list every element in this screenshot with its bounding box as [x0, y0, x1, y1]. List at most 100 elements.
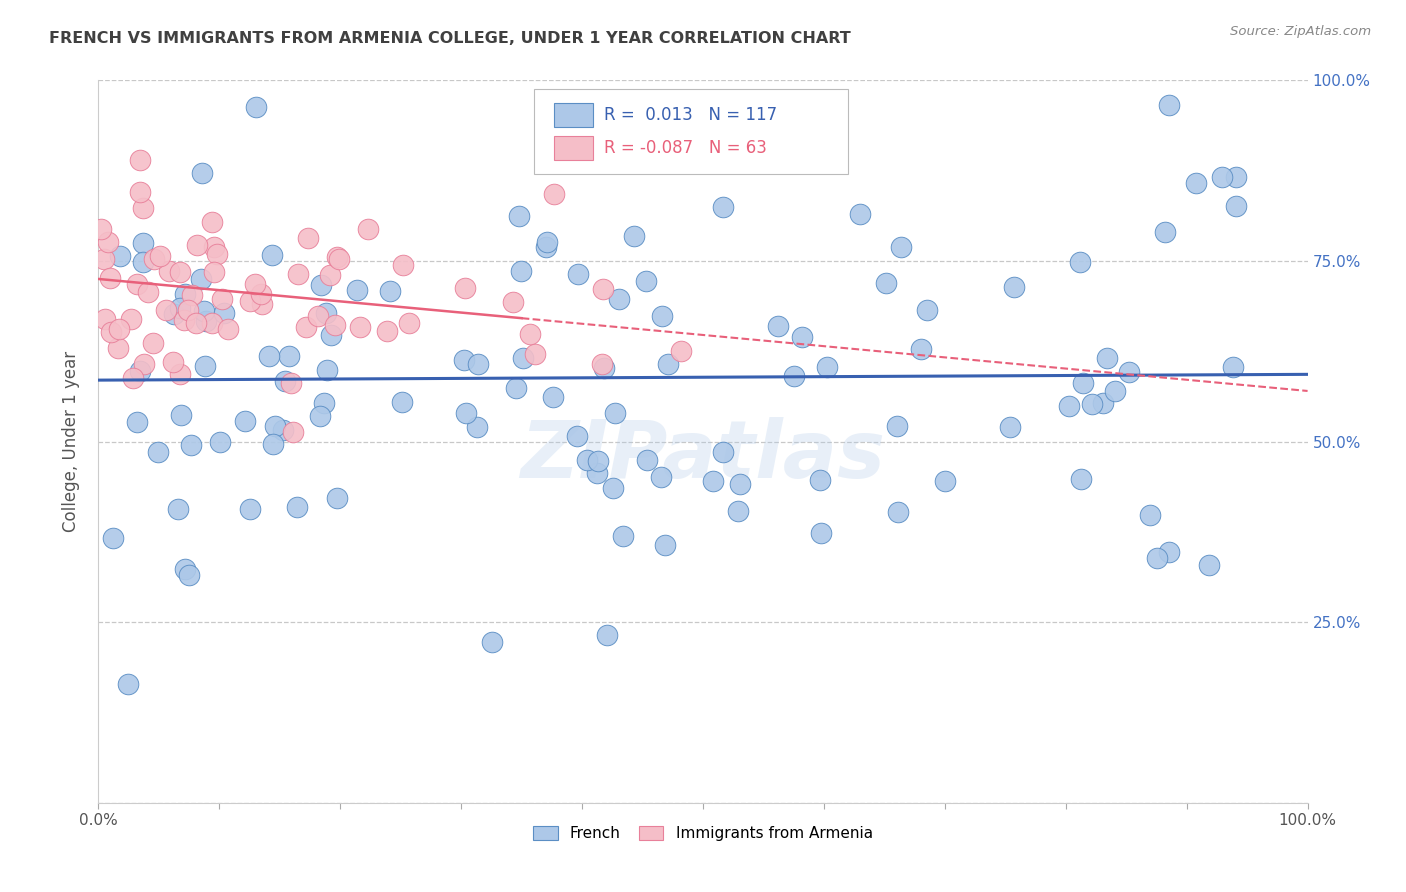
Point: [149, 249, 172, 263]
Point: [728, 477, 751, 491]
Point: [319, 327, 342, 342]
Point: [326, 491, 349, 505]
Point: [766, 319, 789, 334]
Point: [669, 344, 692, 359]
Point: [915, 302, 938, 317]
Point: [280, 376, 302, 390]
Point: [201, 215, 224, 229]
Point: [391, 258, 413, 272]
Point: [591, 357, 613, 371]
Point: [285, 500, 308, 514]
Point: [849, 207, 872, 221]
Point: [1070, 472, 1092, 486]
Point: [651, 310, 673, 324]
Point: [1146, 551, 1168, 566]
Point: [297, 231, 319, 245]
Point: [131, 255, 153, 269]
Point: [586, 467, 609, 481]
Point: [173, 313, 195, 327]
Point: [108, 248, 131, 262]
Point: [1118, 365, 1140, 379]
Point: [1225, 199, 1247, 213]
Point: [122, 370, 145, 384]
Point: [294, 319, 316, 334]
Point: [184, 316, 207, 330]
Point: [127, 415, 149, 429]
Point: [886, 418, 908, 433]
Point: [1069, 255, 1091, 269]
FancyBboxPatch shape: [534, 89, 848, 174]
Point: [1104, 384, 1126, 399]
Point: [657, 357, 679, 371]
Point: [567, 267, 589, 281]
Point: [245, 100, 267, 114]
Point: [179, 567, 201, 582]
Point: [815, 360, 838, 375]
Point: [890, 240, 912, 254]
Point: [169, 265, 191, 279]
Point: [378, 285, 401, 299]
Point: [212, 306, 235, 320]
Point: [245, 277, 267, 291]
Point: [810, 526, 832, 541]
Point: [1211, 169, 1233, 184]
Point: [97, 235, 120, 249]
Point: [349, 320, 371, 334]
Point: [93, 252, 115, 266]
Point: [173, 562, 195, 576]
Point: [1057, 399, 1080, 413]
Text: R =  0.013   N = 117: R = 0.013 N = 117: [603, 106, 778, 124]
Point: [1225, 170, 1247, 185]
Point: [136, 285, 159, 300]
Point: [271, 423, 294, 437]
Point: [565, 429, 588, 443]
Point: [519, 327, 541, 342]
Point: [309, 278, 332, 293]
Point: [205, 246, 228, 260]
Legend: French, Immigrants from Armenia: French, Immigrants from Armenia: [527, 820, 879, 847]
Point: [101, 531, 124, 545]
Point: [217, 322, 239, 336]
Text: ZIPatlas: ZIPatlas: [520, 417, 886, 495]
Point: [180, 288, 202, 302]
Point: [209, 435, 232, 450]
Point: [576, 453, 599, 467]
Point: [259, 349, 281, 363]
Point: [143, 252, 166, 267]
Point: [129, 153, 152, 168]
Text: Source: ZipAtlas.com: Source: ZipAtlas.com: [1230, 25, 1371, 38]
Point: [1154, 225, 1177, 239]
Point: [159, 264, 181, 278]
Point: [505, 381, 527, 395]
Point: [107, 322, 129, 336]
Text: R = -0.087   N = 63: R = -0.087 N = 63: [603, 139, 766, 157]
Point: [536, 235, 558, 249]
Point: [315, 306, 337, 320]
Point: [141, 335, 163, 350]
Point: [120, 312, 142, 326]
Point: [186, 238, 208, 252]
Point: [790, 330, 813, 344]
Point: [274, 374, 297, 388]
Point: [536, 240, 558, 254]
Point: [636, 452, 658, 467]
Point: [711, 200, 734, 214]
Point: [1002, 280, 1025, 294]
Point: [316, 363, 339, 377]
Point: [193, 304, 215, 318]
Point: [502, 295, 524, 310]
Point: [998, 420, 1021, 434]
FancyBboxPatch shape: [554, 136, 593, 161]
Point: [605, 405, 627, 419]
Point: [318, 268, 340, 282]
Point: [1091, 395, 1114, 409]
Point: [808, 473, 831, 487]
Point: [132, 235, 155, 250]
Point: [201, 317, 224, 331]
Point: [592, 282, 614, 296]
Point: [593, 361, 616, 376]
Point: [308, 409, 330, 423]
Point: [128, 185, 150, 199]
Point: [702, 474, 724, 488]
Point: [875, 276, 897, 290]
